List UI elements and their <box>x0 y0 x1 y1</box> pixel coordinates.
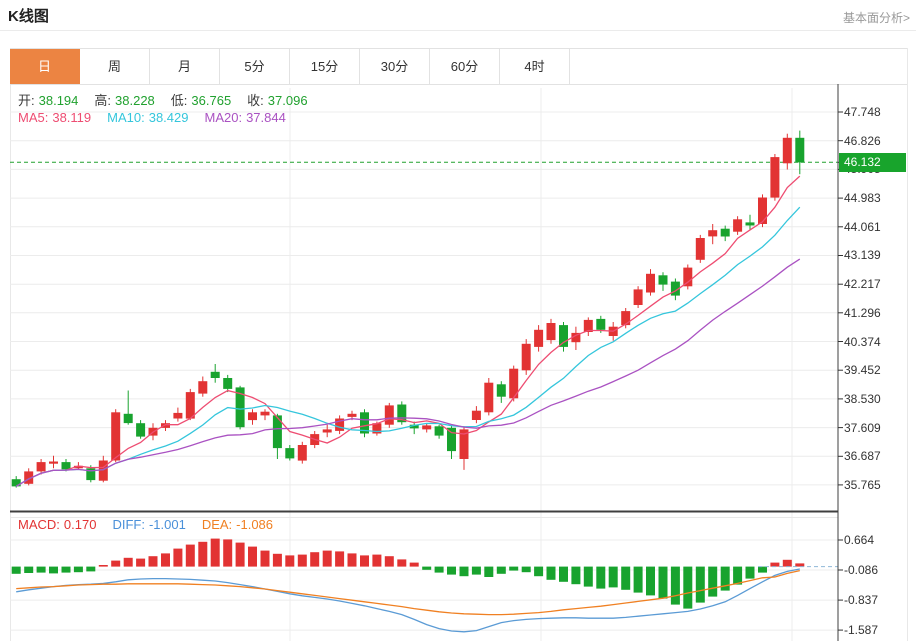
candles-layer <box>11 130 805 488</box>
ma20-legend: MA20: 37.844 <box>204 110 286 125</box>
ohlc-legend: 开: 38.194 高: 38.228 低: 36.765 收: 37.096 <box>18 90 324 109</box>
tab-15min[interactable]: 15分 <box>290 49 360 84</box>
y-axis-label: 43.139 <box>844 248 881 263</box>
fundamental-analysis-link[interactable]: 基本面分析> <box>842 11 910 25</box>
tab-60min[interactable]: 60分 <box>430 49 500 84</box>
ma10-legend: MA10: 38.429 <box>107 110 189 125</box>
dea-value: DEA: -1.086 <box>201 517 274 532</box>
axis-tick-marks <box>838 111 843 631</box>
y-axis-label: 35.765 <box>844 477 881 492</box>
tab-4hour[interactable]: 4时 <box>500 49 570 84</box>
ohlc-close: 收: 37.096 <box>247 93 308 108</box>
tab-week[interactable]: 周 <box>80 49 150 84</box>
ohlc-low: 低: 36.765 <box>170 93 232 108</box>
y-axis-label: 44.061 <box>844 219 881 234</box>
ma-legend: MA5: 38.119 MA10: 38.429 MA20: 37.844 <box>18 110 302 125</box>
y-axis-label: 0.664 <box>844 533 875 548</box>
y-axis-label: -0.837 <box>844 593 879 608</box>
y-axis-label: 44.983 <box>844 191 881 206</box>
y-axis-label: 38.530 <box>844 391 881 406</box>
title-divider <box>0 30 916 31</box>
dea-line <box>16 569 800 616</box>
tab-day[interactable]: 日 <box>10 49 80 84</box>
y-axis-label: -1.587 <box>844 623 879 638</box>
y-axis-label: 40.374 <box>844 334 881 349</box>
diff-line <box>16 568 800 633</box>
ma5-legend: MA5: 38.119 <box>18 110 92 125</box>
y-axis-label: 46.826 <box>844 133 881 148</box>
interval-tab-bar: 日周月 5分 15分 30分 60分 4时 <box>10 48 907 85</box>
diff-value: DIFF: -1.001 <box>112 517 186 532</box>
macd-legend: MACD: 0.170 DIFF: -1.001 DEA: -1.086 <box>18 517 289 532</box>
grid-lines <box>10 88 838 641</box>
ohlc-high: 高: 38.228 <box>94 93 155 108</box>
current-price-marker: 46.132 <box>839 152 906 172</box>
tab-5min[interactable]: 5分 <box>220 49 290 84</box>
ma5-line <box>15 175 801 487</box>
y-axis-label: -0.086 <box>844 563 879 578</box>
widget-right-border <box>907 48 908 641</box>
ma10-line <box>15 206 801 487</box>
widget-left-border <box>10 48 11 641</box>
macd-histogram <box>11 538 805 609</box>
page-title: K线图 <box>8 8 49 25</box>
y-axis-label: 36.687 <box>844 449 881 464</box>
y-axis-label: 41.296 <box>844 305 881 320</box>
y-axis-label: 47.748 <box>844 105 881 120</box>
tab-30min[interactable]: 30分 <box>360 49 430 84</box>
y-axis-label: 37.609 <box>844 420 881 435</box>
macd-value: MACD: 0.170 <box>18 517 97 532</box>
y-axis-label: 39.452 <box>844 363 881 378</box>
tab-month[interactable]: 月 <box>150 49 220 84</box>
ohlc-open: 开: 38.194 <box>18 93 79 108</box>
y-axis-label: 42.217 <box>844 277 881 292</box>
ma20-line <box>15 258 801 487</box>
